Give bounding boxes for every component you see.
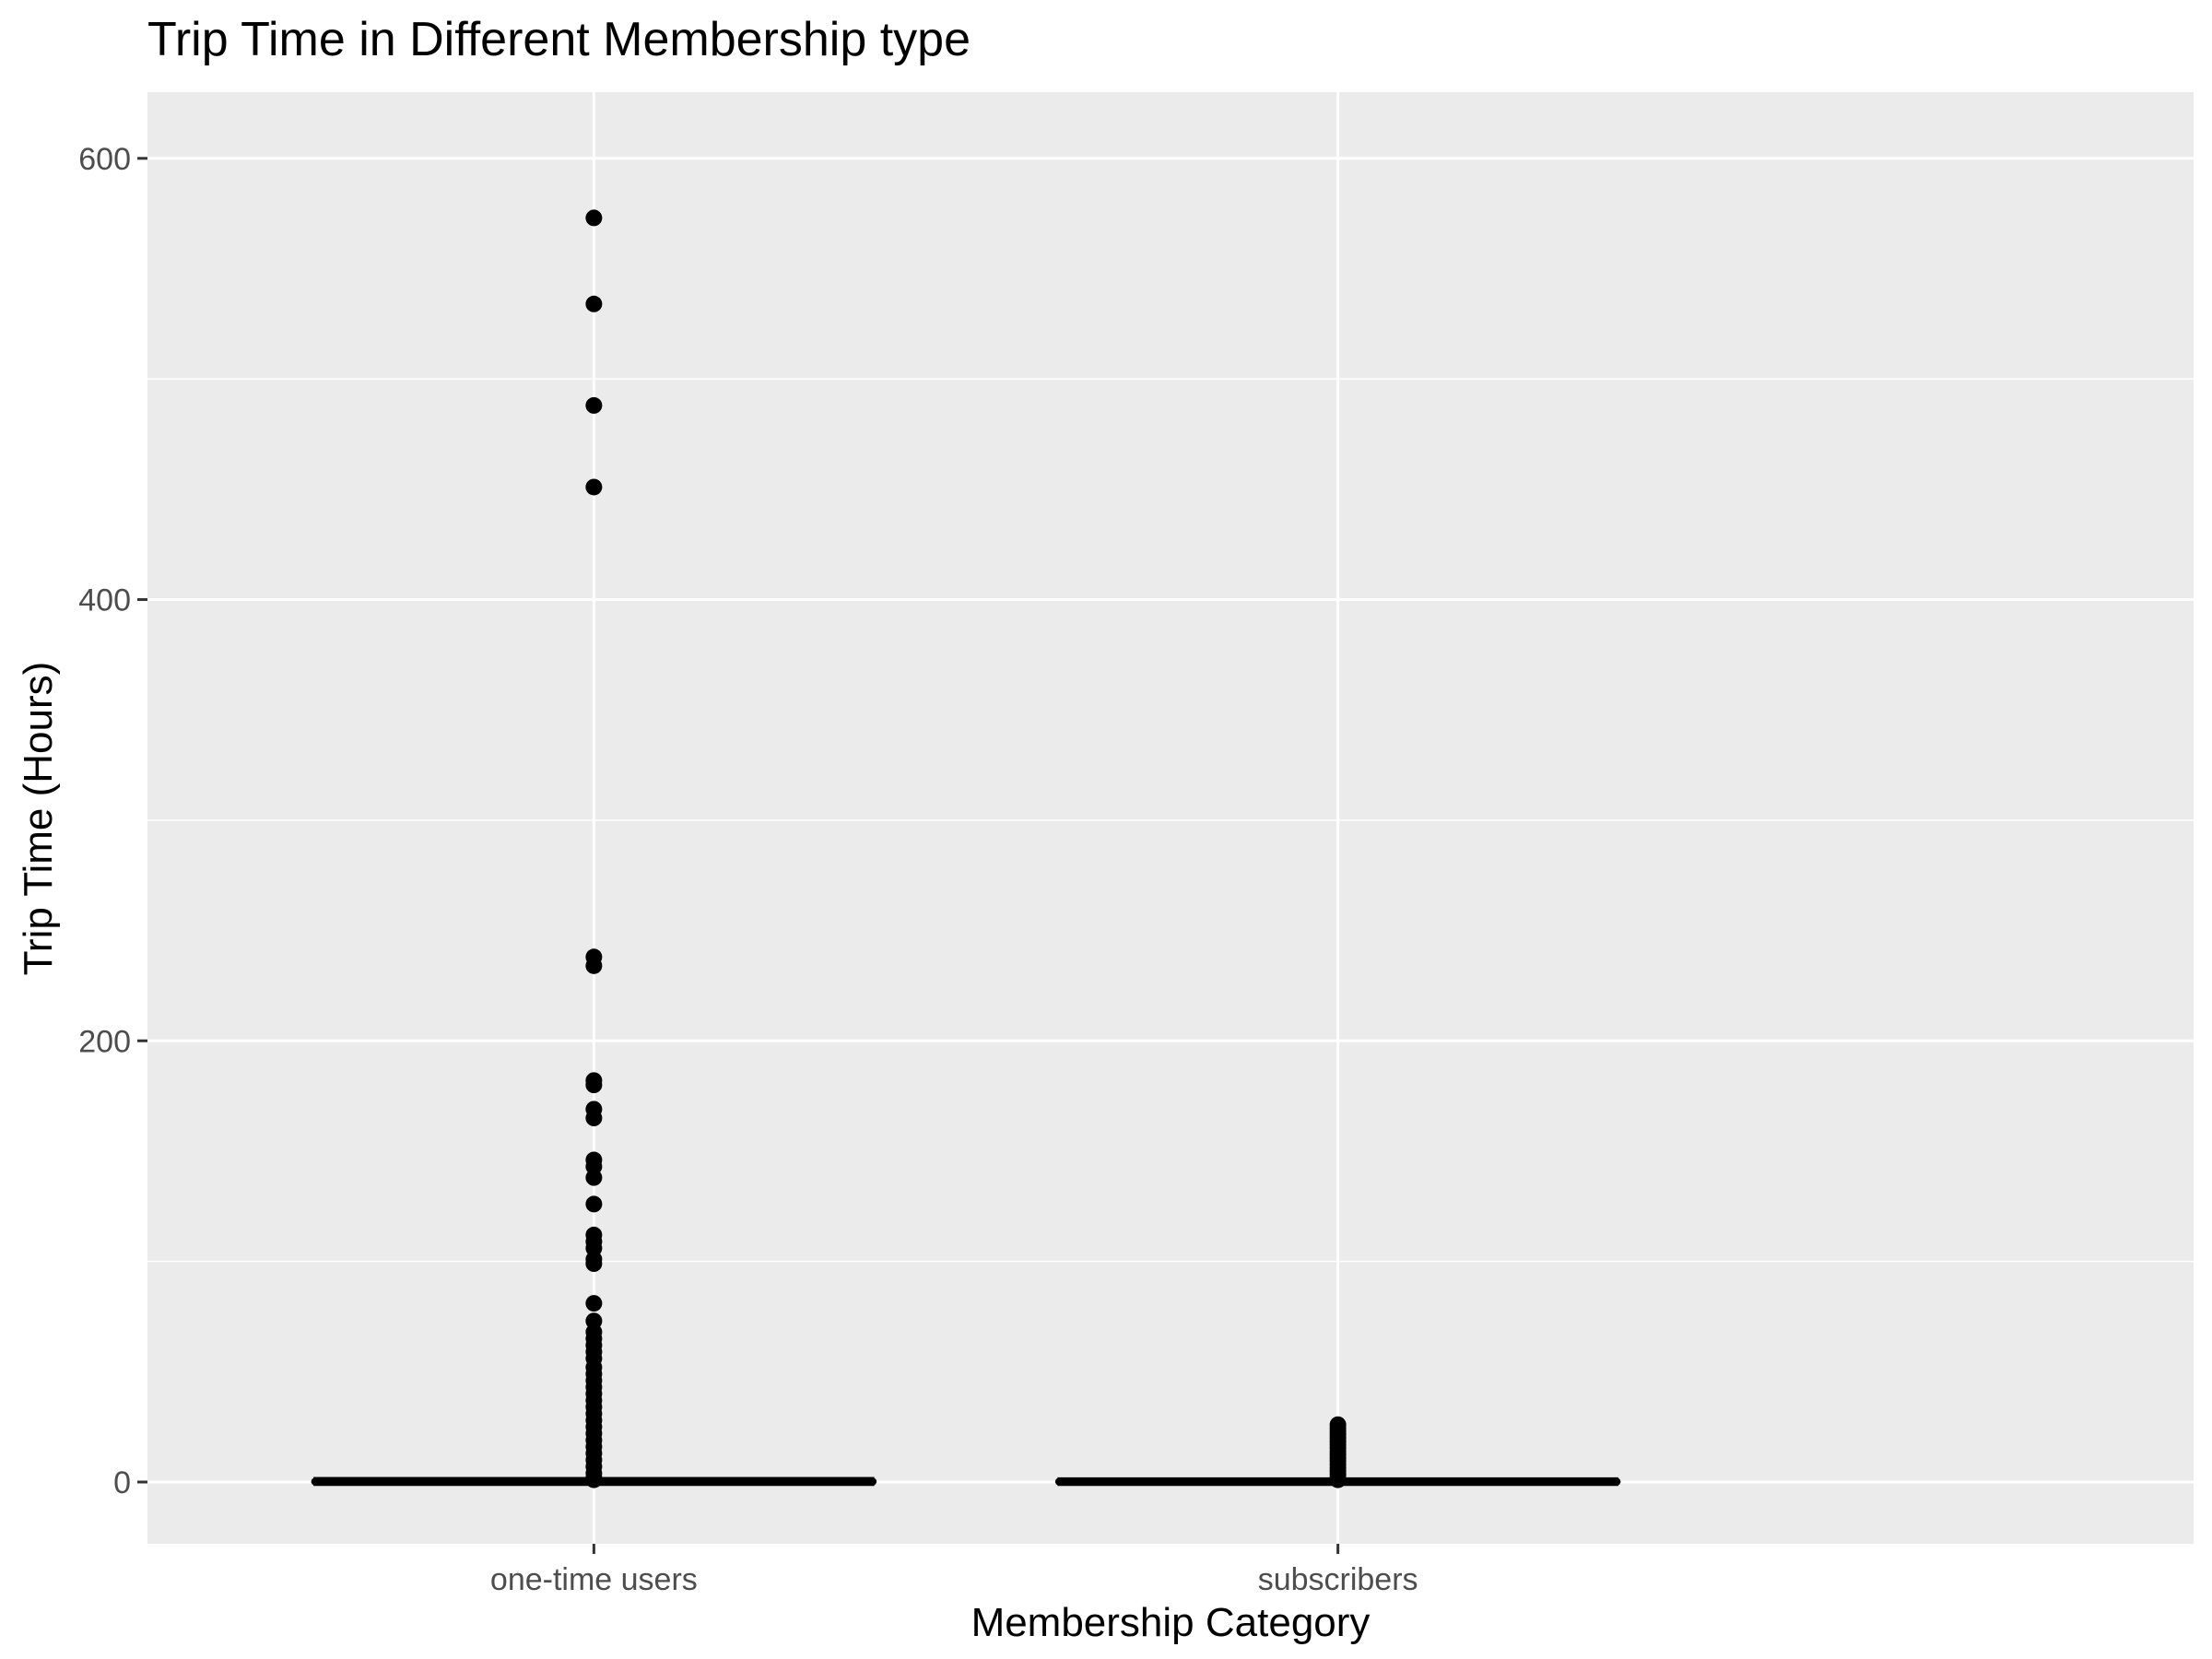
box-one-time-users [311, 209, 877, 1488]
outlier-point [585, 1471, 603, 1488]
x-tick-label: one-time users [490, 1562, 698, 1597]
box-subscribers [1054, 1416, 1621, 1488]
y-tick-label: 0 [113, 1465, 131, 1500]
outlier-point [585, 209, 603, 227]
y-axis-title: Trip Time (Hours) [16, 662, 61, 976]
outlier-point [585, 478, 603, 496]
y-axis: 0 200 400 600 [78, 142, 147, 1500]
plot-panel [147, 92, 2194, 1544]
outlier-point [585, 1255, 603, 1273]
x-axis-title: Membership Category [971, 1600, 1371, 1645]
x-tick-label: subscribers [1258, 1562, 1418, 1597]
outlier-point [585, 1295, 603, 1312]
x-axis: one-time users subscribers [490, 1544, 1418, 1597]
y-tick-label: 600 [78, 142, 131, 177]
chart-title: Trip Time in Different Membership type [147, 13, 971, 66]
y-tick-label: 400 [78, 583, 131, 618]
outlier-point [585, 1077, 603, 1094]
outlier-point [585, 396, 603, 414]
outlier-point [585, 957, 603, 974]
outlier-point [585, 295, 603, 312]
outlier-point [1329, 1471, 1347, 1488]
box-plots [311, 209, 1621, 1488]
outlier-point [585, 1195, 603, 1213]
y-tick-label: 200 [78, 1024, 131, 1059]
outlier-point [585, 1169, 603, 1186]
outlier-point [585, 1110, 603, 1127]
